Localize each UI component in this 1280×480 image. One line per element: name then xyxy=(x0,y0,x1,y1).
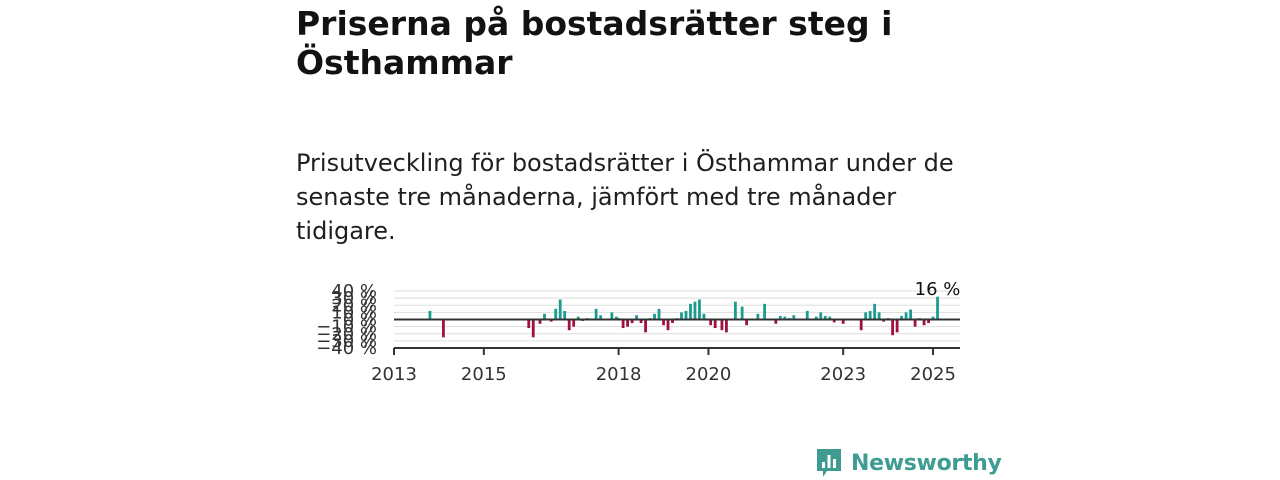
bar-positive xyxy=(576,316,580,320)
bar-positive xyxy=(909,309,912,320)
bar-positive xyxy=(792,315,796,320)
bar-negative xyxy=(922,319,926,326)
bar-negative xyxy=(832,319,836,323)
bar-negative xyxy=(572,319,576,327)
bar-positive xyxy=(653,313,656,320)
y-tick-label: 0 % xyxy=(343,310,377,331)
bar-negative xyxy=(639,319,643,324)
y-tick-label: −10 % xyxy=(316,317,377,338)
bar-negative xyxy=(895,319,899,333)
bar-negative xyxy=(671,319,674,324)
bar-negative xyxy=(538,319,542,324)
x-tick-label: 2013 xyxy=(371,364,417,385)
bar-positive xyxy=(819,312,823,320)
y-tick-label: 20 % xyxy=(331,295,377,316)
x-tick-label: 2018 xyxy=(596,364,642,385)
y-tick-label: 10 % xyxy=(331,302,377,323)
bar-positive xyxy=(610,312,614,320)
chart-subtitle: Prisutveckling för bostadsrätter i Östha… xyxy=(296,149,954,245)
bar-chart: 40 %30 %20 %10 %0 %−10 %−20 %−30 %−40 % … xyxy=(316,279,961,385)
newsworthy-brand: Newsworthy xyxy=(815,446,1002,480)
bar-positive xyxy=(936,296,939,320)
bar-positive xyxy=(740,306,744,320)
bar-negative xyxy=(662,319,665,326)
bar-positive xyxy=(599,315,603,320)
bar-negative xyxy=(725,319,728,333)
bar-negative xyxy=(527,319,531,329)
chart-title: Priserna på bostadsrätter steg i Östhamm… xyxy=(296,4,893,82)
y-tick-label: −20 % xyxy=(316,324,377,345)
bar-negative xyxy=(630,319,634,324)
bar-positive xyxy=(805,310,809,320)
bar-positive xyxy=(554,308,558,320)
bar-negative xyxy=(644,319,647,333)
bar-positive xyxy=(783,316,787,320)
bar-positive xyxy=(931,316,935,320)
x-tick-label: 2023 xyxy=(820,364,866,385)
x-axis-ticks: 2013 2015 2018 2020 2023 2025 xyxy=(371,348,956,385)
bar-positive xyxy=(868,310,872,320)
bar-positive xyxy=(693,301,697,320)
bar-positive xyxy=(702,313,706,320)
y-tick-label: −30 % xyxy=(316,331,377,352)
bar-negative xyxy=(745,319,749,326)
newsworthy-logo-icon xyxy=(817,449,841,477)
bar-positive xyxy=(689,303,692,320)
bar-negative xyxy=(882,319,886,322)
bar-negative xyxy=(621,319,625,329)
bar-negative xyxy=(531,319,535,338)
y-tick-label: 40 % xyxy=(331,281,377,302)
bars xyxy=(428,296,939,338)
bar-positive xyxy=(823,315,827,320)
bar-positive xyxy=(428,310,432,320)
bar-positive xyxy=(877,312,881,320)
bar-negative xyxy=(549,319,553,322)
bar-positive xyxy=(594,308,598,320)
bar-positive xyxy=(864,312,868,320)
x-tick-label: 2015 xyxy=(461,364,507,385)
y-tick-label: 30 % xyxy=(331,288,377,309)
x-tick-label: 2020 xyxy=(686,364,732,385)
bar-negative xyxy=(927,319,930,324)
bar-positive xyxy=(904,312,908,320)
bar-negative xyxy=(891,319,895,336)
bar-positive xyxy=(657,308,661,320)
bar-negative xyxy=(774,319,778,324)
bar-positive xyxy=(614,316,618,320)
bar-positive xyxy=(733,301,737,320)
bar-positive xyxy=(873,303,877,320)
bar-negative xyxy=(626,319,629,327)
bar-positive xyxy=(680,312,683,320)
bar-positive xyxy=(828,316,832,320)
x-tick-label: 2025 xyxy=(910,364,956,385)
bar-negative xyxy=(567,319,571,331)
bar-negative xyxy=(720,319,724,331)
bar-positive xyxy=(763,303,766,320)
bar-positive xyxy=(563,310,567,320)
bar-positive xyxy=(543,313,546,320)
y-axis-labels: 40 %30 %20 %10 %0 %−10 %−20 %−30 %−40 % xyxy=(316,281,377,359)
bar-negative xyxy=(709,319,713,326)
bar-positive xyxy=(558,299,562,320)
bar-negative xyxy=(713,319,717,329)
brand-name: Newsworthy xyxy=(851,450,1002,476)
bar-positive xyxy=(684,310,688,320)
bar-positive xyxy=(635,315,638,320)
last-value-label: 16 % xyxy=(915,279,961,300)
bar-negative xyxy=(442,319,445,338)
bar-negative xyxy=(666,319,670,331)
bar-positive xyxy=(698,299,701,320)
y-tick-label: −40 % xyxy=(316,338,377,359)
bar-negative xyxy=(913,319,917,327)
bar-negative xyxy=(859,319,863,331)
bar-positive xyxy=(778,315,782,320)
bar-positive xyxy=(814,316,818,320)
bar-positive xyxy=(900,315,904,320)
bar-positive xyxy=(756,313,760,320)
bar-negative xyxy=(841,319,845,324)
